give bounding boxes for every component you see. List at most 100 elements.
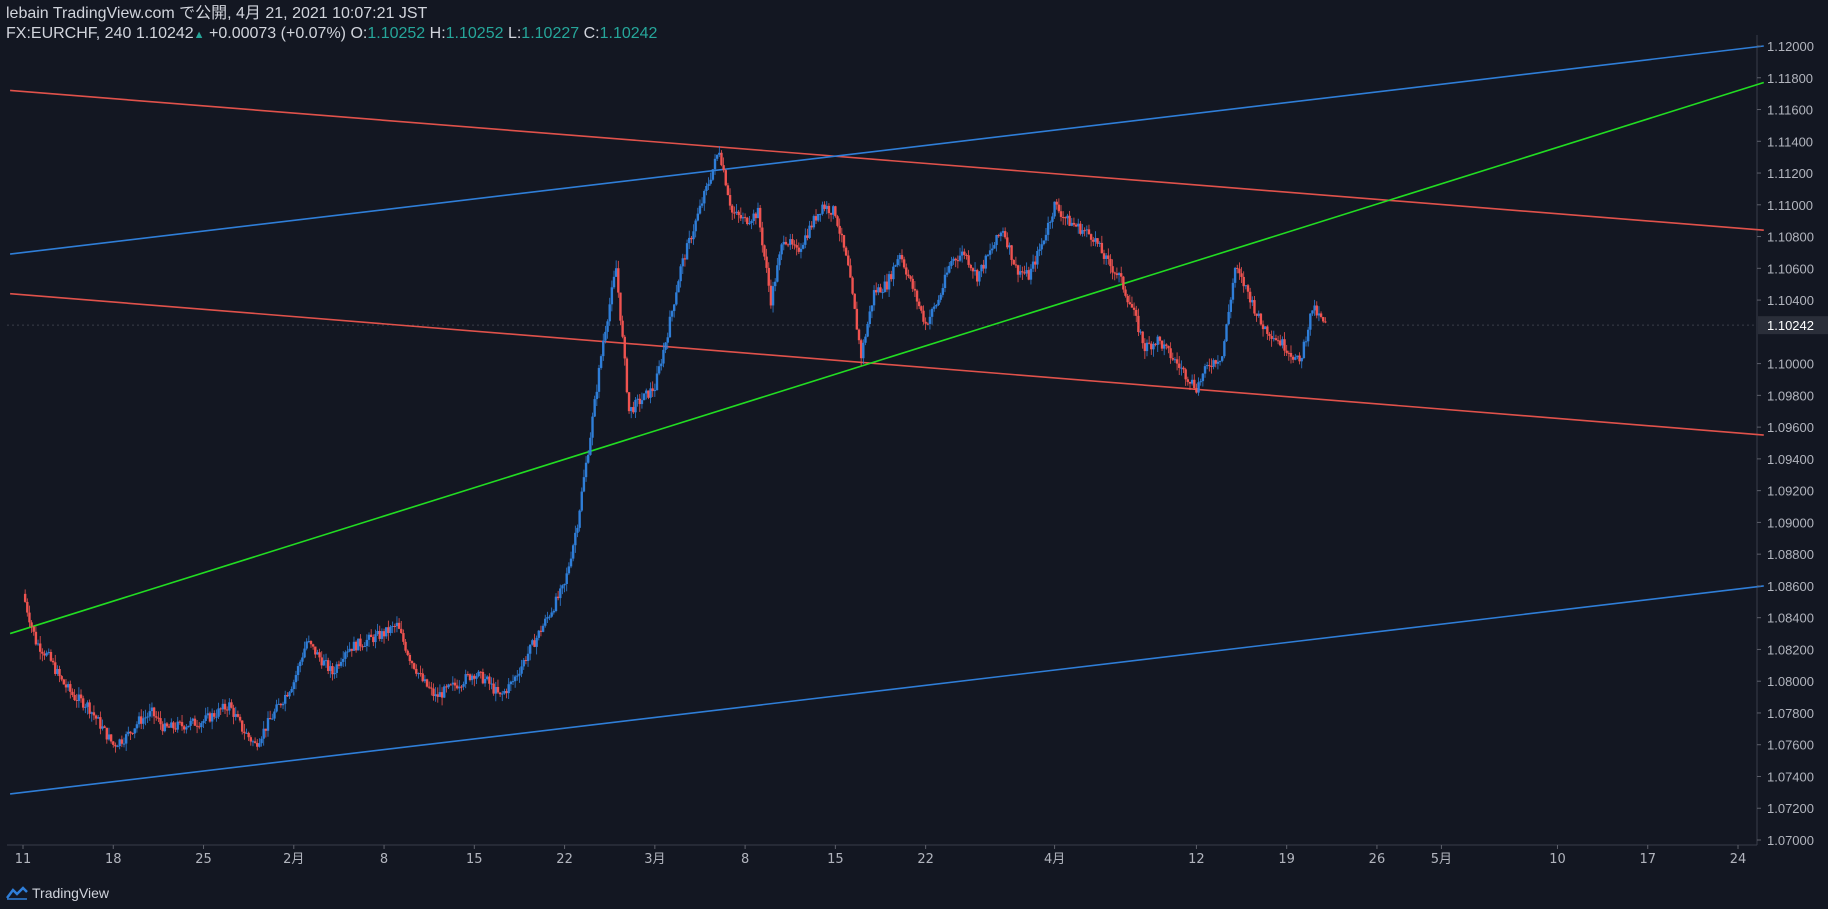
candle bbox=[511, 674, 515, 686]
candle bbox=[877, 283, 880, 296]
candle bbox=[950, 256, 953, 269]
trend-line-blue-3[interactable] bbox=[10, 585, 1764, 795]
candle bbox=[273, 708, 276, 721]
candle bbox=[1169, 342, 1172, 364]
candle bbox=[836, 214, 839, 228]
candle bbox=[90, 711, 93, 722]
candle bbox=[1175, 352, 1179, 371]
candle bbox=[660, 358, 663, 371]
candle bbox=[277, 698, 280, 705]
candle bbox=[1184, 367, 1187, 386]
candle bbox=[528, 644, 532, 661]
candle bbox=[236, 710, 240, 718]
candle bbox=[1205, 361, 1209, 370]
candle bbox=[369, 629, 373, 638]
candle bbox=[720, 150, 723, 167]
candle bbox=[1021, 266, 1024, 280]
candle bbox=[294, 670, 298, 690]
candle bbox=[737, 209, 740, 223]
y-tick-label: 1.07400 bbox=[1767, 769, 1814, 784]
candle bbox=[34, 626, 38, 646]
candle bbox=[922, 305, 925, 325]
candle bbox=[163, 718, 167, 733]
candle bbox=[301, 652, 304, 666]
candle bbox=[1126, 293, 1129, 308]
open-value: 1.10252 bbox=[367, 25, 426, 42]
candle bbox=[1049, 220, 1052, 230]
candle bbox=[821, 201, 824, 216]
candle bbox=[713, 154, 717, 175]
candle bbox=[698, 199, 702, 215]
candle bbox=[105, 727, 109, 744]
candle bbox=[582, 469, 586, 493]
symbol-label[interactable]: FX:EURCHF, 240 bbox=[6, 25, 132, 42]
candle bbox=[494, 681, 498, 702]
candle bbox=[337, 660, 341, 669]
candle bbox=[619, 292, 622, 326]
candle bbox=[253, 737, 257, 744]
candle bbox=[655, 365, 659, 391]
candle bbox=[60, 675, 63, 682]
candle bbox=[559, 584, 562, 606]
candle bbox=[1150, 341, 1153, 355]
candle bbox=[1233, 266, 1237, 288]
footer-brand: TradingView bbox=[32, 885, 110, 901]
candle bbox=[208, 711, 212, 723]
candle bbox=[746, 216, 749, 226]
candle bbox=[1087, 224, 1091, 235]
candle bbox=[606, 319, 609, 339]
candle bbox=[819, 213, 822, 222]
candle bbox=[911, 275, 914, 293]
y-tick-label: 1.09800 bbox=[1767, 388, 1814, 403]
candle bbox=[1154, 343, 1157, 347]
candle bbox=[223, 699, 227, 714]
y-tick-label: 1.09600 bbox=[1767, 420, 1814, 435]
candle bbox=[135, 721, 139, 733]
candle bbox=[799, 243, 803, 259]
candle bbox=[993, 241, 996, 249]
candle bbox=[832, 204, 835, 220]
candle bbox=[1304, 336, 1308, 347]
candle bbox=[769, 279, 773, 309]
candle bbox=[51, 658, 55, 666]
trend-line-blue-2[interactable] bbox=[10, 45, 1764, 255]
candle bbox=[666, 332, 669, 350]
trend-line-green-4[interactable] bbox=[9, 81, 1765, 635]
candle bbox=[1225, 323, 1228, 343]
candle bbox=[1261, 320, 1265, 337]
candle bbox=[1221, 356, 1224, 363]
candle bbox=[571, 543, 575, 562]
candle bbox=[552, 609, 556, 615]
candle bbox=[621, 315, 624, 339]
trend-line-red-0[interactable] bbox=[10, 89, 1764, 232]
x-tick-label: 18 bbox=[105, 852, 122, 867]
candle bbox=[172, 720, 175, 734]
candle bbox=[1104, 252, 1108, 266]
trend-line-red-1[interactable] bbox=[10, 292, 1764, 436]
x-tick-label: 15 bbox=[466, 852, 483, 867]
candle bbox=[653, 383, 657, 397]
candle bbox=[1287, 350, 1291, 361]
candle bbox=[217, 702, 220, 719]
candle bbox=[346, 645, 349, 658]
candle bbox=[505, 688, 508, 699]
y-tick-label: 1.10000 bbox=[1767, 357, 1814, 372]
candle bbox=[1156, 334, 1159, 352]
candle bbox=[1298, 352, 1301, 365]
candle bbox=[423, 675, 427, 684]
candle bbox=[565, 567, 568, 592]
candle bbox=[1098, 241, 1101, 247]
candle bbox=[930, 307, 934, 325]
candle bbox=[935, 303, 938, 309]
trend-lines[interactable] bbox=[9, 45, 1765, 795]
candle bbox=[470, 673, 474, 685]
candle bbox=[917, 298, 921, 310]
candle bbox=[97, 715, 100, 719]
y-tick-label: 1.12000 bbox=[1767, 39, 1814, 54]
x-tick-label: 22 bbox=[556, 852, 573, 867]
y-tick-label: 1.09000 bbox=[1767, 515, 1814, 530]
candle bbox=[632, 401, 635, 414]
candle bbox=[879, 283, 882, 293]
candle bbox=[952, 256, 955, 265]
